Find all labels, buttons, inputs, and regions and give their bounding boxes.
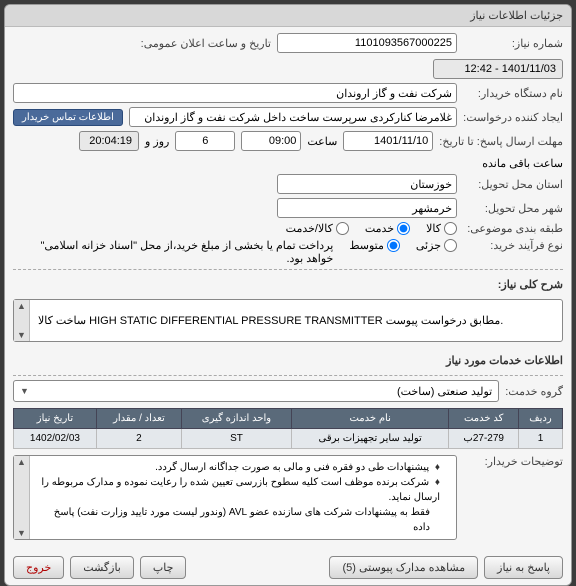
city-label: شهر محل تحویل: [463,202,563,215]
col-code: کد خدمت [449,409,519,429]
col-row: ردیف [518,409,562,429]
details-panel: جزئیات اطلاعات نیاز شماره نیاز: تاریخ و … [4,4,572,586]
attachments-button[interactable]: مشاهده مدارک پیوستی (5) [329,556,478,579]
province-field[interactable] [277,174,457,194]
note-line-3: فقط به پیشنهادات شرکت های سازنده عضو AVL… [36,505,450,535]
col-qty: تعداد / مقدار [96,409,181,429]
scroll-up-icon[interactable]: ▲ [17,456,26,468]
divider-2 [13,375,563,376]
scroll-up-icon[interactable]: ▲ [17,300,26,312]
notes-label: توضیحات خریدار: [463,455,563,468]
radio-goods-input[interactable] [444,222,457,235]
radio-partial[interactable]: جزئی [416,239,457,252]
group-dropdown[interactable]: تولید صنعتی (ساخت) ▼ [13,380,499,402]
row-buyer: نام دستگاه خریدار: [13,83,563,103]
divider-1 [13,269,563,270]
time-label-1: ساعت [307,135,337,148]
radio-both[interactable]: کالا/خدمت [286,222,349,235]
row-need-no: شماره نیاز: تاریخ و ساعت اعلان عمومی: 14… [13,33,563,79]
radio-service[interactable]: خدمت [365,222,410,235]
cell-date: 1402/02/03 [14,429,97,449]
row-city: شهر محل تحویل: [13,198,563,218]
table-header-row: ردیف کد خدمت نام خدمت واحد اندازه گیری ت… [14,409,563,429]
process-label: نوع فرآیند خرید: [463,239,563,252]
row-notes: توضیحات خریدار: پیشنهادات طی دو فقره فنی… [13,455,563,540]
note-line-2: شرکت برنده موظف است کلیه سطوح بازرسی تعی… [36,475,440,505]
col-name: نام خدمت [291,409,449,429]
cell-n: 1 [518,429,562,449]
days-label: روز و [145,135,169,148]
requester-field[interactable] [129,107,457,127]
exit-button[interactable]: خروج [13,556,64,579]
radio-medium[interactable]: متوسط [349,239,400,252]
buyer-field[interactable] [13,83,457,103]
col-date: تاریخ نیاز [14,409,97,429]
panel-title: جزئیات اطلاعات نیاز [5,5,571,27]
days-field[interactable] [175,131,235,151]
row-subject-type: طبقه بندی موضوعی: کالا خدمت کالا/خدمت [13,222,563,235]
chevron-down-icon: ▼ [20,386,29,396]
back-button[interactable]: بازگشت [70,556,134,579]
table-row[interactable]: 1 27-279ب تولید سایر تجهیزات برقی ST 2 1… [14,429,563,449]
province-label: استان محل تحویل: [463,178,563,191]
panel-body: شماره نیاز: تاریخ و ساعت اعلان عمومی: 14… [5,27,571,550]
deadline-date-field[interactable] [343,131,433,151]
notes-scrollbar[interactable]: ▲ ▼ [14,456,30,539]
remaining-label: ساعت باقی مانده [482,157,563,170]
need-no-field[interactable] [277,33,457,53]
remaining-box: 20:04:19 [79,131,139,151]
radio-goods[interactable]: کالا [426,222,457,235]
desc-text: ساخت کالا HIGH STATIC DIFFERENTIAL PRESS… [30,300,562,341]
row-requester: ایجاد کننده درخواست: اطلاعات تماس خریدار [13,107,563,127]
notes-text: پیشنهادات طی دو فقره فنی و مالی به صورت … [30,456,456,539]
radio-partial-input[interactable] [444,239,457,252]
radio-service-input[interactable] [397,222,410,235]
reply-button[interactable]: پاسخ به نیاز [484,556,563,579]
print-button[interactable]: چاپ [140,556,187,579]
deadline-time-field[interactable] [241,131,301,151]
scroll-down-icon[interactable]: ▼ [17,527,26,539]
scroll-down-icon[interactable]: ▼ [17,329,26,341]
contact-button[interactable]: اطلاعات تماس خریدار [13,109,123,126]
process-note: پرداخت تمام یا بخشی از مبلغ خرید،از محل … [13,239,333,265]
cell-qty: 2 [96,429,181,449]
row-process: نوع فرآیند خرید: جزئی متوسط پرداخت تمام … [13,239,563,265]
cell-name: تولید سایر تجهیزات برقی [291,429,449,449]
notes-box: پیشنهادات طی دو فقره فنی و مالی به صورت … [13,455,457,540]
row-province: استان محل تحویل: [13,174,563,194]
cell-code: 27-279ب [449,429,519,449]
button-bar: پاسخ به نیاز مشاهده مدارک پیوستی (5) چاپ… [5,550,571,585]
desc-box: ساخت کالا HIGH STATIC DIFFERENTIAL PRESS… [13,299,563,342]
radio-medium-input[interactable] [387,239,400,252]
desc-scrollbar[interactable]: ▲ ▼ [14,300,30,341]
announce-box: 1401/11/03 - 12:42 [433,59,563,79]
radio-both-input[interactable] [336,222,349,235]
city-field[interactable] [277,198,457,218]
row-deadline: مهلت ارسال پاسخ: تا تاریخ: ساعت روز و 20… [13,131,563,170]
note-line-1: پیشنهادات طی دو فقره فنی و مالی به صورت … [36,460,440,475]
services-section-title: اطلاعات خدمات مورد نیاز [13,350,563,371]
col-unit: واحد اندازه گیری [182,409,292,429]
desc-label: شرح کلی نیاز: [13,274,563,295]
deadline-label: مهلت ارسال پاسخ: تا تاریخ: [439,135,563,148]
group-label: گروه خدمت: [505,385,563,398]
row-service-group: گروه خدمت: تولید صنعتی (ساخت) ▼ [13,380,563,402]
subject-type-label: طبقه بندی موضوعی: [463,222,563,235]
cell-unit: ST [182,429,292,449]
services-table: ردیف کد خدمت نام خدمت واحد اندازه گیری ت… [13,408,563,449]
need-no-label: شماره نیاز: [463,37,563,50]
group-value: تولید صنعتی (ساخت) [397,385,492,398]
buyer-label: نام دستگاه خریدار: [463,87,563,100]
requester-label: ایجاد کننده درخواست: [463,111,563,124]
announce-label: تاریخ و ساعت اعلان عمومی: [141,37,271,50]
